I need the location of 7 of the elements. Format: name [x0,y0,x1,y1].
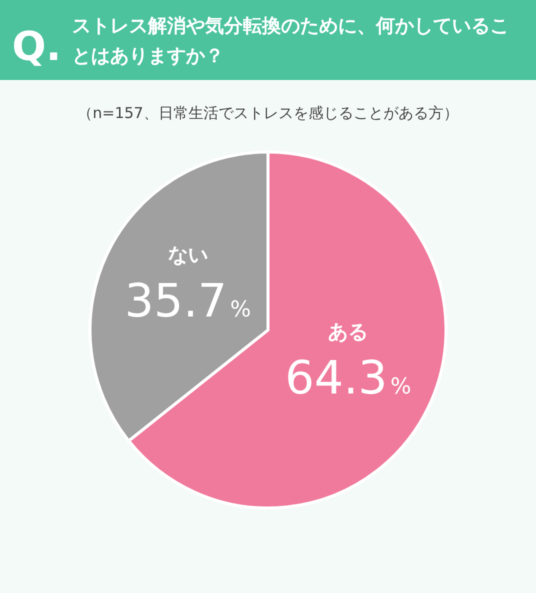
slice-label: ある [328,320,368,344]
chart-title: ストレス解消や気分転換のために、何かしていることはありますか？ [72,15,509,67]
data-label: 35.7% [124,273,251,328]
data-label: 64.3% [285,350,412,405]
chart-subtitle: （n=157、日常生活でストレスを感じることがある方） [78,104,458,122]
slice-label: ない [168,242,208,266]
text: Q. [12,24,62,70]
